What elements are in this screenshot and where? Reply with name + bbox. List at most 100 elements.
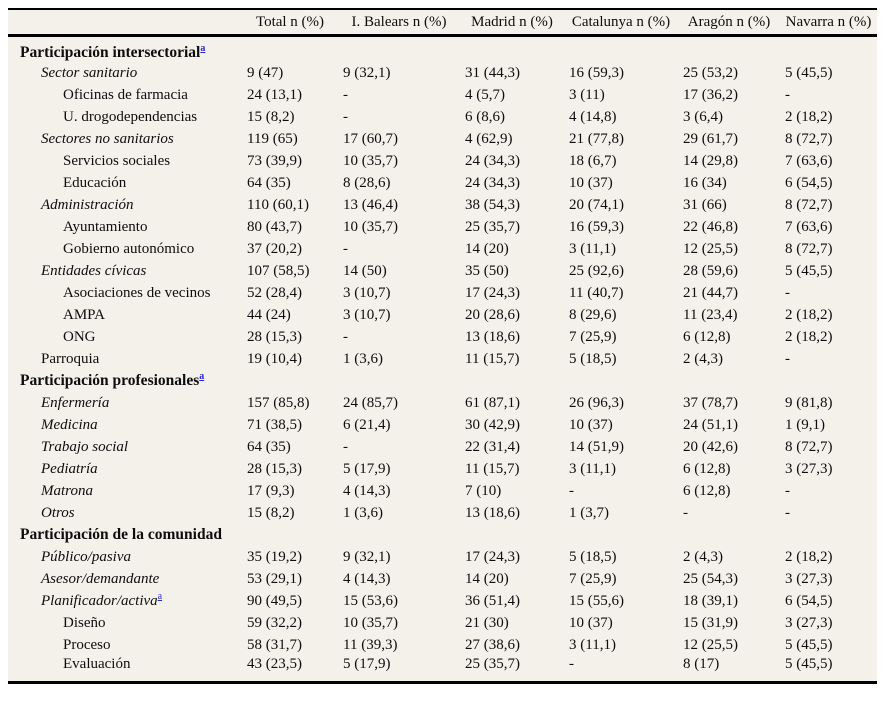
cell-madrid: 35 (50) (465, 262, 509, 279)
cell-balears: 10 (35,7) (343, 614, 398, 631)
row-label-cell: Diseño (8, 612, 242, 634)
cell-balears: 17 (60,7) (343, 130, 398, 147)
footnote-link[interactable]: a (199, 370, 205, 382)
row-label: Asesor/demandante (41, 570, 160, 587)
cell-balears: 1 (3,6) (343, 504, 383, 521)
row-label-cell: Matrona (8, 480, 242, 502)
cell-catalunya: 15 (55,6) (569, 592, 624, 609)
table-row: Entidades cívicas 107 (58,5) 14 (50) 35 … (8, 260, 877, 282)
row-label: Matrona (41, 482, 93, 499)
row-label-cell: Sectores no sanitarios (8, 128, 242, 150)
cell-aragon: 24 (51,1) (683, 416, 738, 433)
cell-balears: - (343, 86, 348, 103)
cell-total (242, 524, 338, 546)
cell-navarra: 3 (27,3) (785, 460, 833, 477)
row-label: Gobierno autonómico (63, 240, 195, 257)
cell-balears: 4 (14,3) (343, 570, 391, 587)
cell-catalunya: 25 (92,6) (569, 262, 624, 279)
cell-navarra: 8 (72,7) (785, 438, 833, 455)
cell-aragon: 16 (34) (683, 174, 727, 191)
cell-total: 15 (8,2) (247, 108, 295, 125)
cell-navarra: - (785, 482, 790, 499)
cell-balears: 4 (14,3) (343, 482, 391, 499)
cell-madrid: 24 (34,3) (465, 174, 520, 191)
cell-catalunya: - (569, 656, 574, 672)
row-label: Proceso (63, 636, 111, 653)
row-label: Participación de la comunidad (20, 526, 222, 543)
cell-navarra: 2 (18,2) (785, 548, 833, 565)
row-label-cell: Gobierno autonómico (8, 238, 242, 260)
cell-madrid: 31 (44,3) (465, 64, 520, 81)
cell-catalunya: 11 (40,7) (569, 284, 624, 301)
row-label-cell: Sector sanitario (8, 62, 242, 84)
cell-catalunya: 20 (74,1) (569, 196, 624, 213)
row-label-cell: Oficinas de farmacia (8, 84, 242, 106)
col-header-aragon: Aragón n (%) (678, 10, 780, 37)
cell-catalunya: 16 (59,3) (569, 64, 624, 81)
cell-madrid: 11 (15,7) (465, 460, 520, 477)
cell-catalunya: 21 (77,8) (569, 130, 624, 147)
cell-balears: 10 (35,7) (343, 218, 398, 235)
cell-catalunya: 10 (37) (569, 416, 613, 433)
cell-catalunya (564, 36, 678, 63)
col-header-total: Total n (%) (242, 10, 338, 37)
cell-total: 17 (9,3) (247, 482, 295, 499)
row-label: Educación (63, 174, 127, 191)
cell-madrid: 24 (34,3) (465, 152, 520, 169)
cell-madrid: 13 (18,6) (465, 328, 520, 345)
cell-total: 64 (35) (247, 174, 291, 191)
cell-total: 9 (47) (247, 64, 284, 81)
cell-total: 44 (24) (247, 306, 291, 323)
cell-balears: 10 (35,7) (343, 152, 398, 169)
cell-catalunya: 5 (18,5) (569, 548, 617, 565)
cell-aragon: 12 (25,5) (683, 240, 738, 257)
cell-madrid: 14 (20) (465, 240, 509, 257)
row-label: Participación profesionales (20, 372, 200, 389)
row-label: Entidades cívicas (41, 262, 147, 279)
row-label-cell: Pediatría (8, 458, 242, 480)
row-label-cell: Asesor/demandante (8, 568, 242, 590)
row-label-cell: Ayuntamiento (8, 216, 242, 238)
cell-balears: 5 (17,9) (343, 460, 391, 477)
cell-aragon (678, 370, 780, 392)
cell-navarra: 5 (45,5) (785, 262, 833, 279)
cell-navarra: 6 (54,5) (785, 174, 833, 191)
row-label: Parroquia (41, 350, 100, 367)
cell-navarra: - (785, 86, 790, 103)
row-label-cell: Evaluación (8, 656, 242, 681)
table-row: Educación 64 (35) 8 (28,6) 24 (34,3) 10 … (8, 172, 877, 194)
cell-balears: - (343, 438, 348, 455)
cell-aragon: 25 (53,2) (683, 64, 738, 81)
cell-balears: - (343, 108, 348, 125)
cell-madrid: 25 (35,7) (465, 218, 520, 235)
cell-total: 110 (60,1) (247, 196, 309, 213)
row-label-cell: Enfermería (8, 392, 242, 414)
cell-navarra: 3 (27,3) (785, 570, 833, 587)
cell-madrid (460, 370, 564, 392)
cell-aragon: 21 (44,7) (683, 284, 738, 301)
footnote-link[interactable]: a (157, 590, 163, 602)
cell-catalunya: 18 (6,7) (569, 152, 617, 169)
cell-aragon: 31 (66) (683, 196, 727, 213)
cell-total: 119 (65) (247, 130, 298, 147)
row-label: Pediatría (41, 460, 98, 477)
cell-total: 157 (85,8) (247, 394, 310, 411)
row-label-cell: Público/pasiva (8, 546, 242, 568)
cell-balears: - (343, 328, 348, 345)
cell-aragon: - (683, 504, 688, 521)
cell-aragon: 2 (4,3) (683, 350, 723, 367)
cell-catalunya: 10 (37) (569, 174, 613, 191)
cell-total: 71 (38,5) (247, 416, 302, 433)
cell-navarra (780, 524, 877, 546)
col-header-madrid: Madrid n (%) (460, 10, 564, 37)
row-label-cell: Proceso (8, 634, 242, 656)
cell-navarra (780, 370, 877, 392)
cell-madrid: 20 (28,6) (465, 306, 520, 323)
cell-madrid: 11 (15,7) (465, 350, 520, 367)
cell-balears: 8 (28,6) (343, 174, 391, 191)
row-label: U. drogodependencias (63, 108, 198, 125)
cell-total: 52 (28,4) (247, 284, 302, 301)
table-row: Asesor/demandante 53 (29,1) 4 (14,3) 14 … (8, 568, 877, 590)
footnote-link[interactable]: a (200, 42, 206, 54)
cell-aragon: 6 (12,8) (683, 328, 731, 345)
